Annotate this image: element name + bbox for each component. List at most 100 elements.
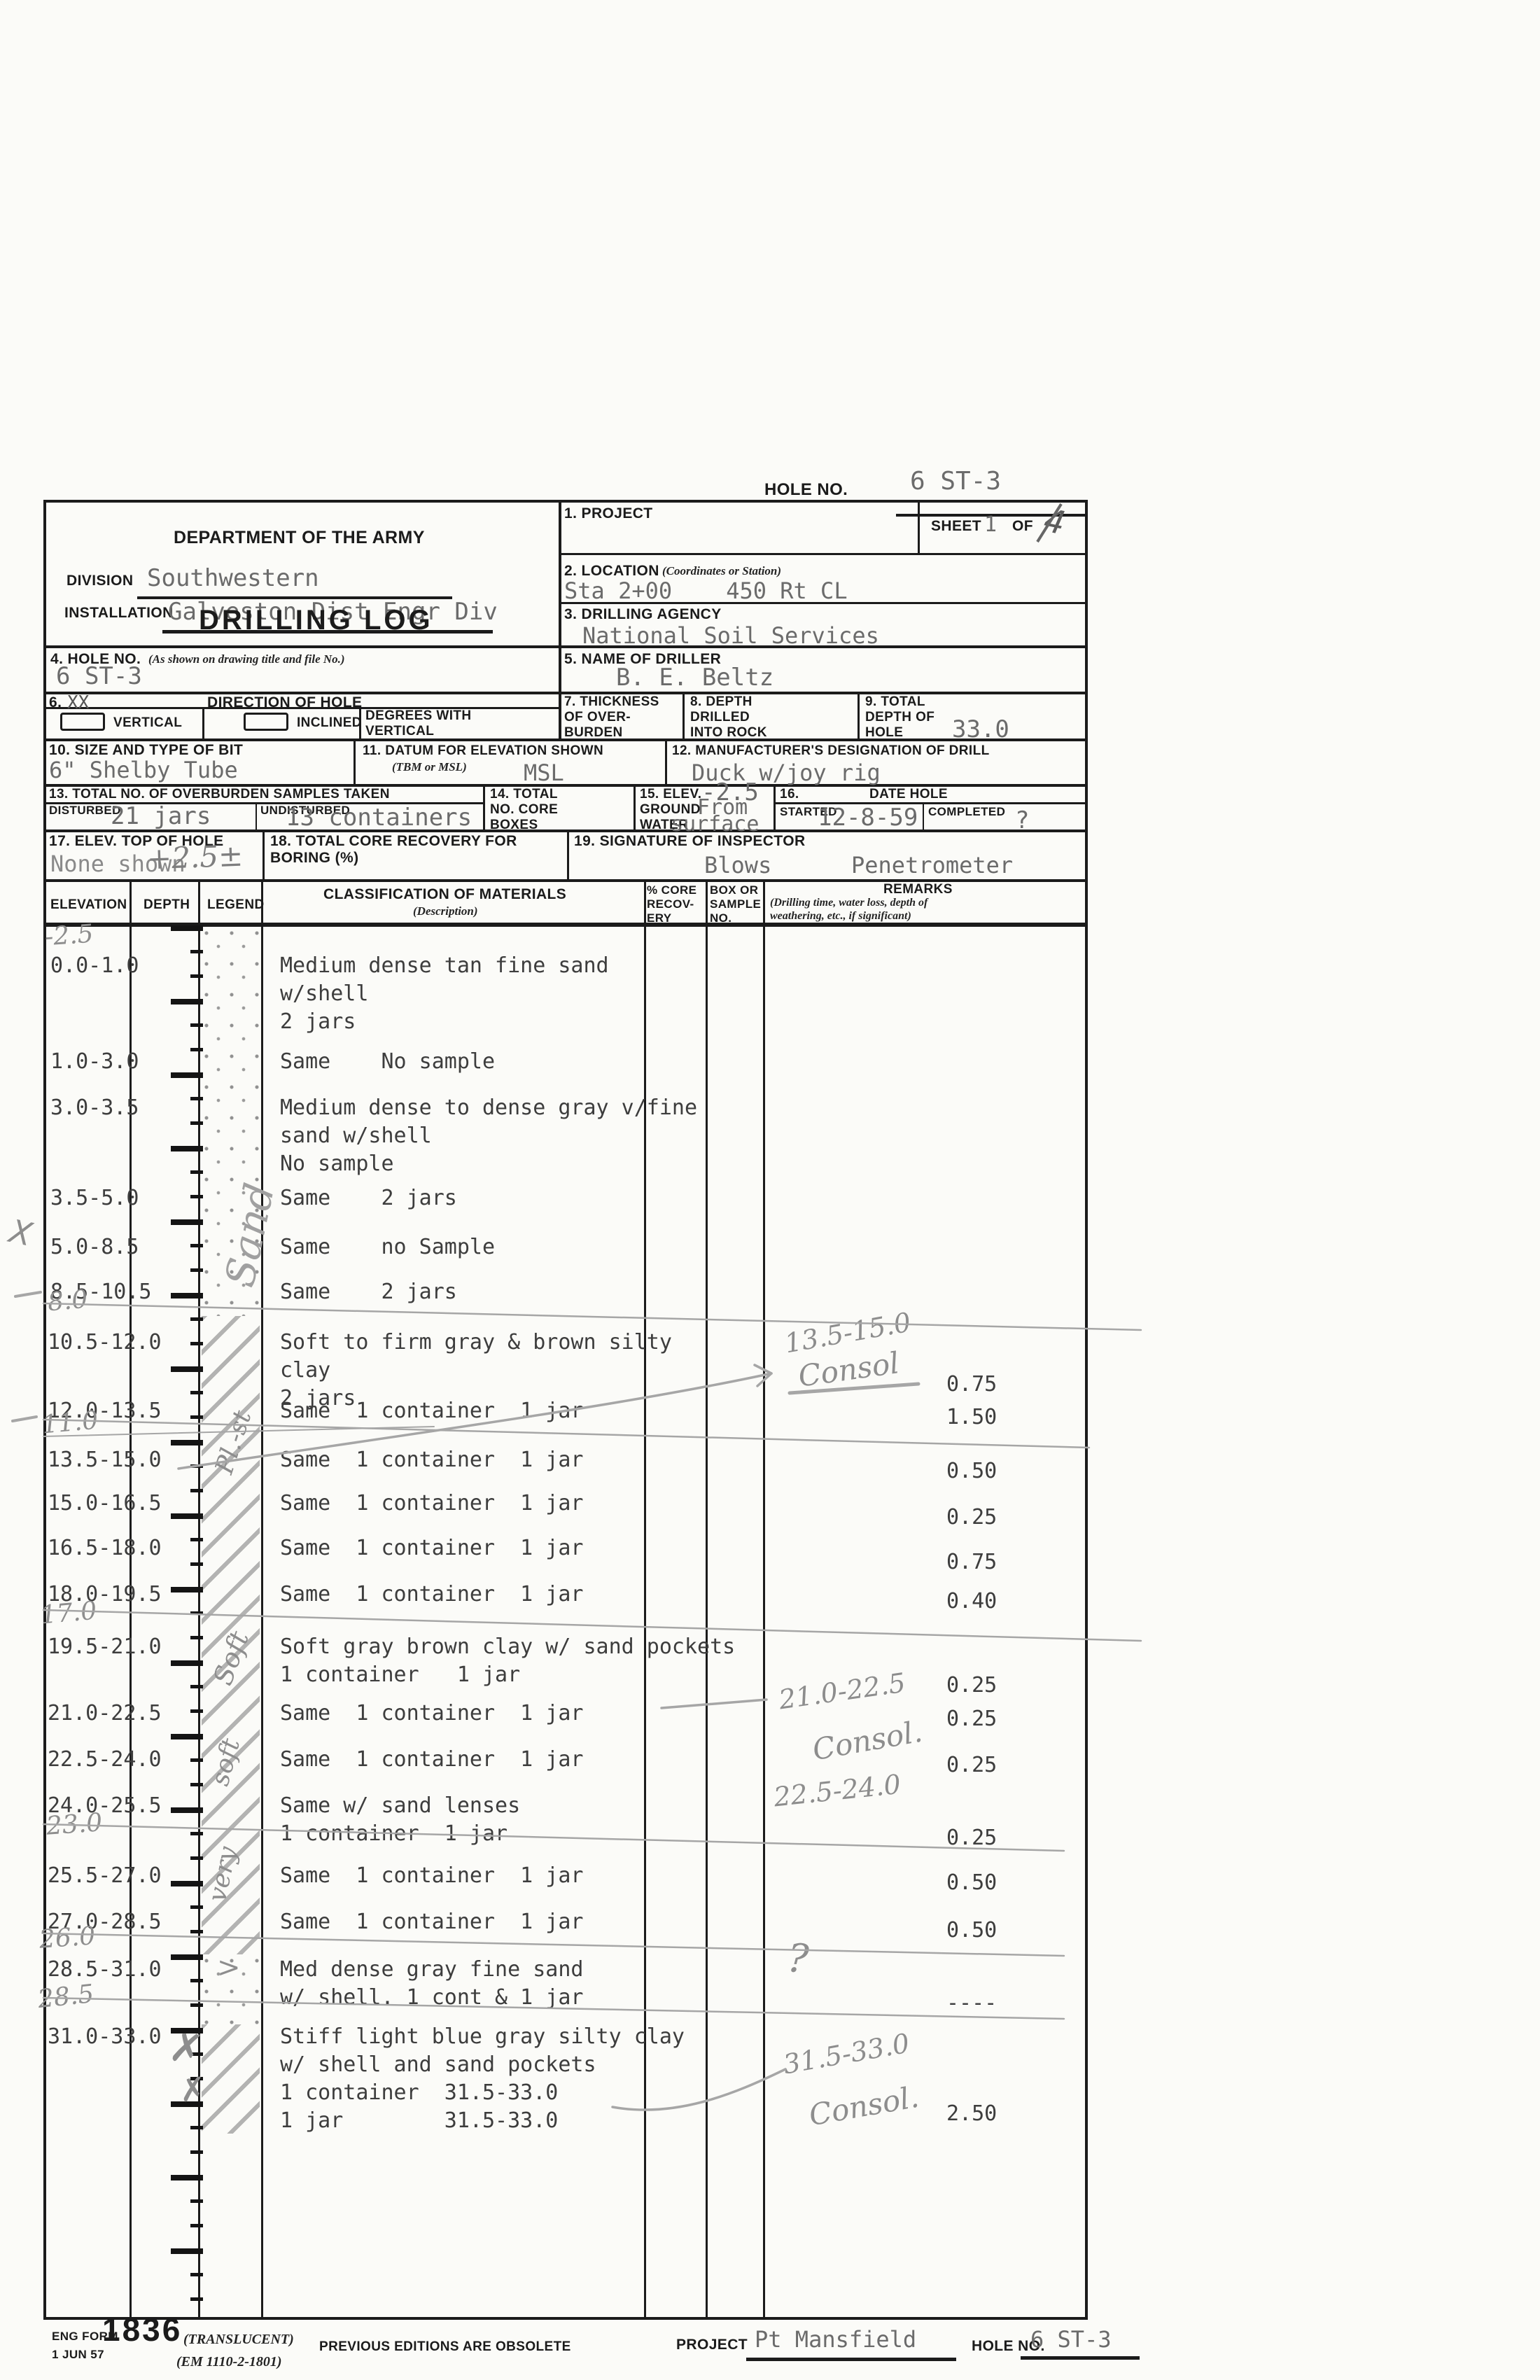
datehole-no: 16.	[780, 787, 799, 802]
tophole-label: 17. ELEV. TOP OF HOLE	[49, 833, 224, 849]
divider-line	[923, 802, 924, 830]
hand-elevation: 23.0	[45, 1808, 104, 1841]
direction-title: DIRECTION OF HOLE	[207, 694, 363, 710]
col-header-remarks: REMARKS	[883, 882, 953, 897]
divider-line	[262, 830, 265, 879]
coreboxes-label: 14. TOTAL NO. CORE BOXES	[490, 787, 559, 832]
penetrometer-value: 1.50	[946, 1405, 997, 1429]
drill-label: 12. MANUFACTURER'S DESIGNATION OF DRILL	[672, 743, 990, 758]
row-description: Same 2 jars	[280, 1186, 457, 1210]
groundwater-value-1: From	[697, 795, 748, 820]
datum-sub: (TBM or MSL)	[392, 760, 467, 774]
hand-elevation: -2.5	[43, 919, 94, 952]
installation-value: Galveston Dist Engr Div	[168, 598, 498, 626]
divider-line	[858, 692, 860, 738]
form-title: DRILLING LOG	[199, 605, 433, 636]
divider-line	[354, 738, 356, 784]
row-description: Med dense gray fine sand w/ shell. 1 con…	[280, 1957, 584, 2010]
location-value: Sta 2+00 450 Rt CL	[564, 578, 848, 604]
legend-sand-pattern	[202, 927, 260, 1316]
vertical-checkbox	[60, 713, 105, 731]
row-depth: 18.0-19.5	[48, 1582, 162, 1606]
divider-line	[483, 784, 485, 830]
undisturbed-value: 13 containers	[286, 804, 472, 832]
footer-form-date: 1 JUN 57	[52, 2348, 105, 2361]
project-label: 1. PROJECT	[564, 505, 653, 522]
footer-hole-value: 6 ST-3	[1030, 2326, 1112, 2353]
form-border	[43, 500, 1088, 2320]
penetrometer-heading: Penetrometer	[851, 852, 1014, 878]
row-depth: 31.0-33.0	[48, 2024, 162, 2049]
col-header-legend: LEGEND	[207, 897, 265, 912]
row-description: Same 1 container 1 jar	[280, 1910, 584, 1934]
row-description: Same 2 jars	[280, 1280, 457, 1304]
col-header-remarks-sub: (Drilling time, water loss, depth of wea…	[770, 897, 928, 922]
top-hole-no-value: 6 ST-3	[910, 467, 1002, 496]
hand-note-margin-x: X	[6, 1212, 36, 1254]
holeno-sub: (As shown on drawing title and file No.)	[148, 652, 345, 666]
row-depth: 15.0-16.5	[48, 1491, 162, 1516]
division-value: Southwestern	[147, 564, 319, 592]
penetrometer-value: 0.25	[946, 1753, 997, 1777]
depth-ruler-minor-ticks	[190, 925, 203, 2318]
tophole-value: None shown	[50, 850, 186, 877]
location-label: 2. LOCATION	[564, 563, 659, 579]
footer-hole-label: HOLE NO.	[972, 2338, 1045, 2354]
divider-line	[43, 645, 1088, 648]
datehole-title: DATE HOLE	[869, 787, 948, 802]
footer-form-number: 1836	[102, 2311, 183, 2348]
started-label: STARTED	[780, 805, 837, 818]
divider-line	[665, 738, 667, 784]
groundwater-elev: -2.5	[701, 778, 759, 806]
row-depth: 22.5-24.0	[48, 1747, 162, 1772]
row-description: Same 1 container 1 jar	[280, 1448, 584, 1472]
degrees-label: DEGREES WITH VERTICAL	[365, 708, 472, 738]
driller-value: B. E. Beltz	[616, 664, 774, 692]
hand-elevation: 8.0	[46, 1284, 89, 1317]
totaldepth-label: 9. TOTAL DEPTH OF HOLE	[865, 694, 935, 740]
penetrometer-value: 0.25	[946, 1673, 997, 1698]
divider-line	[559, 602, 1088, 604]
row-description: Medium dense tan fine sand w/shell 2 jar…	[280, 953, 609, 1034]
footer-project-value: Pt Mansfield	[755, 2326, 917, 2353]
divider-line	[774, 802, 1088, 804]
row-depth: 1.0-3.0	[50, 1049, 139, 1074]
row-depth: 3.5-5.0	[50, 1186, 139, 1210]
footer-form-label: ENG FORM	[52, 2330, 118, 2343]
vertical-label: VERTICAL	[113, 715, 183, 730]
holeno-value: 6 ST-3	[56, 662, 142, 690]
footer-project-underline	[746, 2358, 956, 2361]
sheet-no: 1	[984, 512, 997, 537]
row-description: Same 1 container 1 jar	[280, 1536, 584, 1560]
division-underline	[137, 596, 452, 599]
direction-no: 6.	[49, 694, 62, 710]
divider-line	[918, 500, 920, 555]
divider-line	[255, 802, 257, 830]
inclined-checkbox	[244, 713, 288, 731]
row-depth: 27.0-28.5	[48, 1910, 162, 1934]
penetrometer-value: 0.75	[946, 1550, 997, 1574]
col-header-classification: CLASSIFICATION OF MATERIALS	[323, 886, 567, 902]
row-description: Same w/ sand lenses 1 container 1 jar	[280, 1793, 521, 1846]
row-description: Same No sample	[280, 1049, 496, 1074]
pencil-margin-dash	[11, 1415, 38, 1422]
divider-line	[43, 879, 1088, 882]
sheet-of-label: OF	[1012, 518, 1033, 534]
row-depth: 3.0-3.5	[50, 1096, 139, 1120]
agency-value: National Soil Services	[582, 622, 879, 649]
col-header-box: BOX OR SAMPLE NO.	[710, 883, 762, 925]
penetrometer-value: 0.50	[946, 1870, 997, 1895]
divider-line	[43, 707, 559, 709]
vertical-checkbox-mark: XX	[67, 692, 90, 713]
row-depth: 13.5-15.0	[48, 1448, 162, 1472]
agency-label: 3. DRILLING AGENCY	[564, 606, 722, 622]
row-description: Soft gray brown clay w/ sand pockets 1 c…	[280, 1634, 736, 1687]
divider-line	[567, 830, 569, 879]
column-line-classification	[644, 879, 646, 2320]
bit-value: 6" Shelby Tube	[49, 757, 238, 783]
col-header-elevation: ELEVATION	[50, 897, 127, 912]
penetrometer-value: 0.25	[946, 1505, 997, 1530]
footer-obsolete-note: PREVIOUS EDITIONS ARE OBSOLETE	[319, 2339, 571, 2354]
row-depth: 5.0-8.5	[50, 1235, 139, 1259]
divider-line	[43, 830, 1088, 832]
